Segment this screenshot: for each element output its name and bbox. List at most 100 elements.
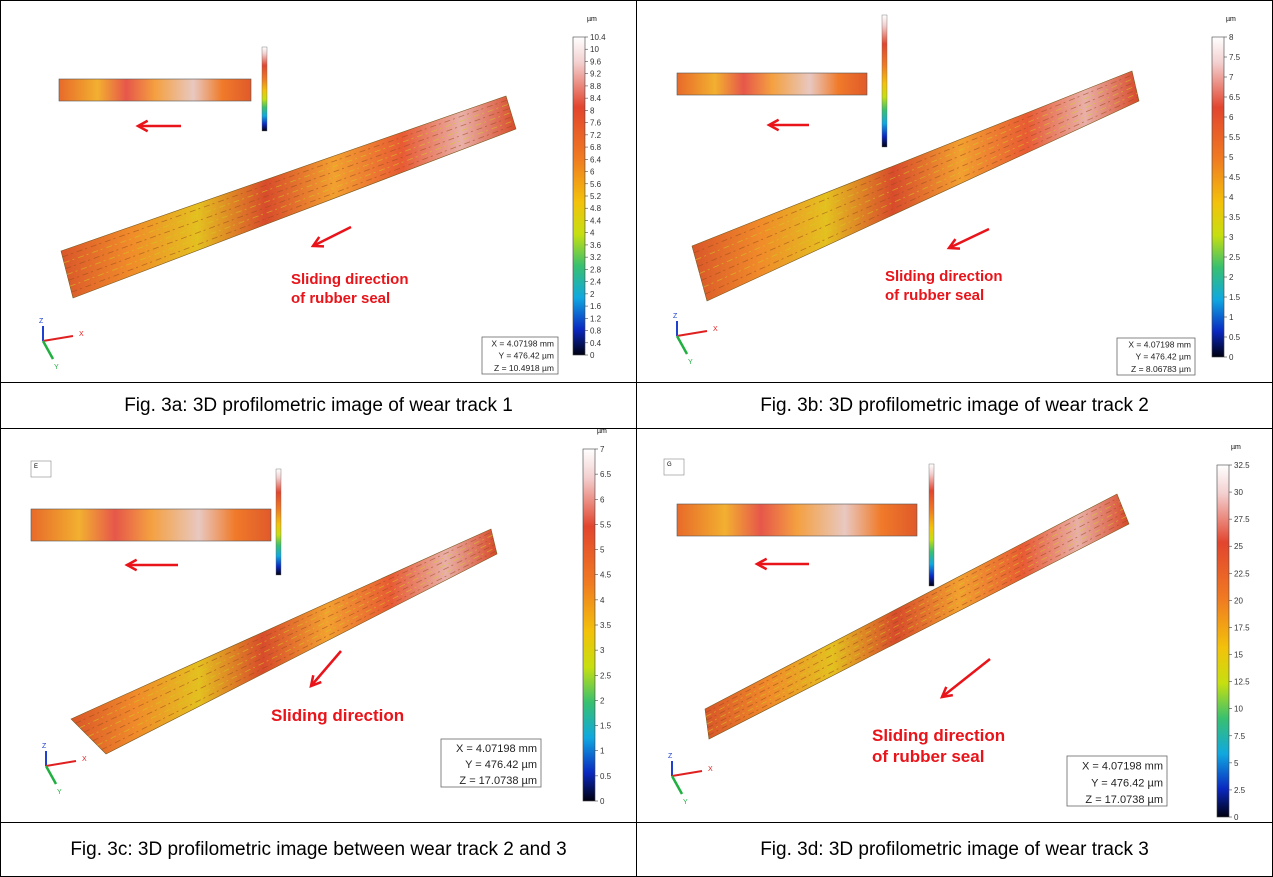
track-texture (63, 100, 508, 257)
colorbar-label: 27.5 (1234, 515, 1250, 524)
wear-track (692, 71, 1139, 301)
caption: Fig. 3b: 3D profilometric image of wear … (636, 382, 1273, 429)
readout-line: X = 4.07198 mm (456, 743, 537, 755)
arrow (313, 227, 351, 246)
colorbar-label: 8 (1229, 33, 1234, 42)
colorbar-label: 0 (600, 797, 605, 806)
colorbar (1217, 465, 1229, 817)
axis-label: Y (688, 359, 693, 366)
colorbar-label: 3.2 (590, 253, 602, 262)
colorbar-label: 2.8 (590, 265, 602, 274)
readout-line: X = 4.07198 mm (1128, 339, 1191, 349)
axis-label: X (79, 331, 84, 338)
readout-line: Z = 8.06783 µm (1131, 364, 1191, 374)
track-texture (75, 532, 491, 723)
axis-label: X (713, 326, 718, 333)
colorbar-label: 3.6 (590, 241, 602, 250)
axis-label: Z (673, 313, 678, 320)
axis-x (43, 336, 73, 341)
axis-label: Z (42, 743, 47, 750)
colorbar-label: 1.5 (600, 722, 612, 731)
colorbar-label: 5 (600, 546, 605, 555)
colorbar-label: 30 (1234, 488, 1243, 497)
colorbar-label: 0.5 (600, 772, 612, 781)
colorbar-label: 0 (590, 351, 595, 360)
axis-y (43, 341, 53, 359)
colorbar-label: 5 (1229, 153, 1234, 162)
colorbar-unit: µm (1231, 444, 1241, 451)
axis-x (677, 331, 707, 336)
colorbar-label: 7.2 (590, 131, 602, 140)
colorbar-label: 8.4 (590, 94, 602, 103)
colorbar-label: 1.2 (590, 314, 602, 323)
colorbar-label: 1.6 (590, 302, 602, 311)
colorbar-label: 8 (590, 106, 595, 115)
track-texture (709, 520, 1128, 735)
readout-line: X = 4.07198 mm (1082, 761, 1163, 773)
colorbar-label: 25 (1234, 542, 1243, 551)
direction-label: of rubber seal (291, 290, 390, 307)
colorbar-label: 5 (1234, 759, 1239, 768)
colorbar-label: 2 (590, 290, 595, 299)
colorbar-label: 9.6 (590, 57, 602, 66)
axis-label: Z (668, 753, 673, 760)
panel-image: ESliding directionµm76.565.554.543.532.5… (1, 429, 636, 822)
readout-line: Y = 476.42 µm (498, 351, 554, 361)
direction-label: Sliding direction (872, 726, 1005, 745)
inset-map (677, 73, 867, 95)
axis-label: X (82, 756, 87, 763)
track-texture (84, 538, 493, 732)
colorbar-label: 5.2 (590, 192, 602, 201)
colorbar-label: 4.4 (590, 216, 602, 225)
colorbar-label: 3 (1229, 233, 1234, 242)
colorbar-label: 9.2 (590, 70, 602, 79)
inset-colorbar (882, 15, 887, 147)
axis-label: Y (57, 789, 62, 796)
colorbar-label: 5.6 (590, 180, 602, 189)
inset-map (677, 504, 917, 536)
colorbar-label: 1 (600, 747, 605, 756)
inset-map (31, 509, 271, 541)
colorbar-label: 22.5 (1234, 569, 1250, 578)
colorbar-label: 0.8 (590, 327, 602, 336)
colorbar-label: 0.4 (590, 339, 602, 348)
colorbar (1212, 37, 1224, 357)
colorbar-label: 6.5 (1229, 93, 1241, 102)
colorbar-label: 4 (590, 229, 595, 238)
tag: G (667, 462, 672, 468)
axis-label: X (708, 766, 713, 773)
colorbar-label: 10 (590, 45, 599, 54)
colorbar-label: 4.5 (600, 571, 612, 580)
axis-label: Y (683, 799, 688, 806)
colorbar-label: 6 (600, 495, 605, 504)
readout-line: Y = 476.42 µm (465, 759, 537, 771)
colorbar-label: 2 (600, 696, 605, 705)
colorbar-label: 6.5 (600, 470, 612, 479)
inset-colorbar (276, 469, 281, 575)
colorbar-label: 5.5 (1229, 133, 1241, 142)
colorbar-label: 1 (1229, 313, 1234, 322)
axis-label: Z (39, 318, 44, 325)
colorbar-label: 2 (1229, 273, 1234, 282)
colorbar-unit: µm (597, 429, 607, 435)
inset-colorbar (929, 464, 934, 586)
colorbar-label: 6 (1229, 113, 1234, 122)
caption: Fig. 3c: 3D profilometric image between … (0, 822, 637, 877)
colorbar-label: 3.5 (600, 621, 612, 630)
caption: Fig. 3a: 3D profilometric image of wear … (0, 382, 637, 429)
colorbar-label: 7 (1229, 73, 1234, 82)
colorbar-label: 7.5 (1229, 53, 1241, 62)
colorbar-label: 7.5 (1234, 732, 1246, 741)
colorbar-label: 8.8 (590, 82, 602, 91)
readout-line: Z = 10.4918 µm (494, 363, 554, 373)
axis-x (672, 771, 702, 776)
colorbar-label: 4.8 (590, 204, 602, 213)
axis-label: Y (54, 364, 59, 371)
direction-label: of rubber seal (872, 747, 984, 766)
axis-x (46, 761, 76, 766)
colorbar-label: 1.5 (1229, 293, 1241, 302)
